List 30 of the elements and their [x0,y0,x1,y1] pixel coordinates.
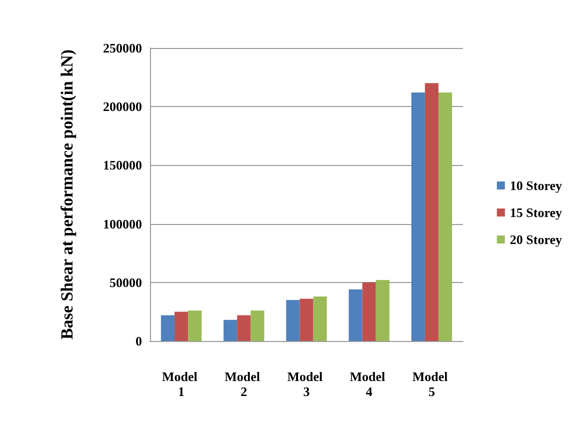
x-tick-label: Model 3 [287,369,326,399]
x-tick-label: Model 2 [224,369,264,399]
y-tick-label: 0 [136,334,142,348]
y-tick-label: 100000 [103,216,142,232]
bar [224,320,238,341]
bar [300,298,314,341]
bar [424,83,438,341]
y-tick-label: 200000 [103,99,142,114]
x-tick-label: Model 4 [350,369,388,399]
y-tick-label: 50000 [110,274,142,290]
x-tick-label: Model 5 [412,369,452,399]
bar [362,282,376,341]
bar [286,300,300,341]
bar [411,92,425,341]
bar [313,296,327,341]
bar [348,289,362,341]
bar [250,310,264,341]
bar [188,310,202,341]
y-axis-title: Base Shear at performance point(in kN) [58,49,76,340]
legend-label: 10 Storey [510,178,562,193]
bar [160,315,175,341]
bar [376,280,390,341]
legend-label: 20 Storey [510,232,562,247]
bar [174,312,188,341]
y-tick-label: 150000 [103,158,142,173]
x-tick-label: Model 1 [162,369,201,399]
bar [438,92,452,341]
legend-label: 15 Storey [510,205,562,220]
bar [237,315,251,341]
y-tick-label: 250000 [103,40,142,56]
